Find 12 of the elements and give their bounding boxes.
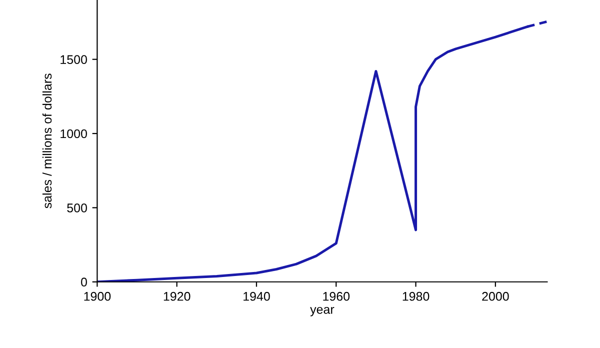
x-tick-label: 1960 xyxy=(323,292,350,301)
x-tick-label: 1900 xyxy=(84,292,111,301)
y-tick-label: 1500 xyxy=(60,55,87,64)
x-tick-label: 1920 xyxy=(164,292,190,301)
y-tick-label: 0 xyxy=(81,278,87,287)
x-tick-label: 1980 xyxy=(402,292,430,301)
x-tick-label: 2000 xyxy=(482,292,509,301)
y-tick-label: 500 xyxy=(67,204,87,212)
x-tick-label: 1940 xyxy=(244,292,270,301)
y-axis-title: sales / millions of dollars xyxy=(42,74,52,208)
y-tick-label: 1000 xyxy=(60,129,87,138)
x-axis-title: year xyxy=(310,306,334,316)
